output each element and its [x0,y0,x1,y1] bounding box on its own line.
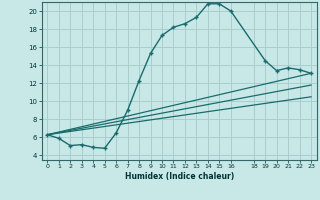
X-axis label: Humidex (Indice chaleur): Humidex (Indice chaleur) [124,172,234,181]
